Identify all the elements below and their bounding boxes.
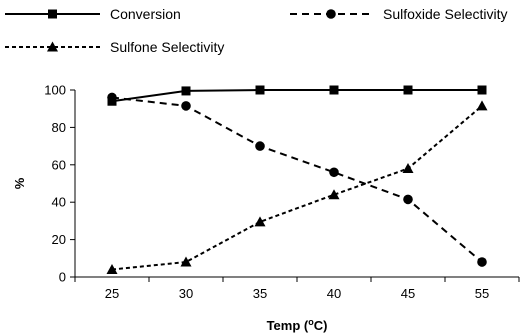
y-axis-title: % xyxy=(12,177,27,189)
data-point-triangle xyxy=(402,163,414,174)
legend-marker-circle xyxy=(326,9,336,19)
x-tick-label: 45 xyxy=(401,286,415,301)
series-sulfone-selectivity xyxy=(106,100,488,275)
y-tick-label: 100 xyxy=(44,83,66,98)
y-axis-ticks: 0 20 40 60 80 100 xyxy=(44,83,75,285)
series-line xyxy=(111,105,483,271)
x-axis-title-main: Temp ( xyxy=(267,318,309,333)
legend-marker-triangle xyxy=(47,41,58,52)
data-point-circle xyxy=(255,141,265,151)
legend-item: Sulfoxide Selectivity xyxy=(290,6,508,22)
x-axis-title-superscript: o xyxy=(308,317,314,327)
legend-item: Sulfone Selectivity xyxy=(5,39,224,55)
data-point-triangle xyxy=(254,216,266,227)
data-point-triangle xyxy=(180,256,192,267)
x-axis-ticks: 25 30 35 40 45 55 xyxy=(74,277,520,301)
data-point-triangle xyxy=(106,264,118,275)
x-tick-label: 40 xyxy=(327,286,341,301)
y-tick-label: 60 xyxy=(52,157,66,172)
data-point-circle xyxy=(477,257,487,267)
x-tick-label: 25 xyxy=(105,286,119,301)
legend-marker-square xyxy=(48,9,57,19)
legend-item: Conversion xyxy=(5,6,181,22)
y-tick-label: 40 xyxy=(52,195,66,210)
y-tick-label: 20 xyxy=(52,232,66,247)
data-point-circle xyxy=(107,92,117,103)
series-line xyxy=(111,89,482,103)
x-tick-label: 55 xyxy=(475,286,489,301)
data-point-square xyxy=(181,86,191,96)
y-tick-label: 80 xyxy=(52,120,66,135)
y-tick-label: 0 xyxy=(59,270,66,285)
data-point-circle xyxy=(403,194,413,205)
data-point-square xyxy=(329,85,339,95)
x-tick-label: 35 xyxy=(253,286,267,301)
data-point-triangle xyxy=(328,189,340,200)
data-point-square xyxy=(477,85,487,95)
data-point-square xyxy=(255,85,265,95)
legend: Conversion Sulfoxide Selectivity Sulfone S… xyxy=(5,6,508,55)
legend-label: Conversion xyxy=(110,6,181,22)
x-axis-title-unit: C) xyxy=(314,318,328,333)
legend-label: Sulfone Selectivity xyxy=(110,39,224,55)
series-line xyxy=(111,96,483,263)
data-point-circle xyxy=(181,101,191,111)
series-sulfoxide-selectivity xyxy=(107,92,487,267)
x-axis-title: Temp (oC) xyxy=(267,317,328,333)
legend-label: Sulfoxide Selectivity xyxy=(383,6,508,22)
series-group xyxy=(106,85,488,275)
x-tick-label: 30 xyxy=(179,286,193,301)
axes xyxy=(74,90,519,278)
data-point-circle xyxy=(329,167,339,178)
data-point-square xyxy=(403,85,413,95)
data-point-triangle xyxy=(476,100,488,111)
